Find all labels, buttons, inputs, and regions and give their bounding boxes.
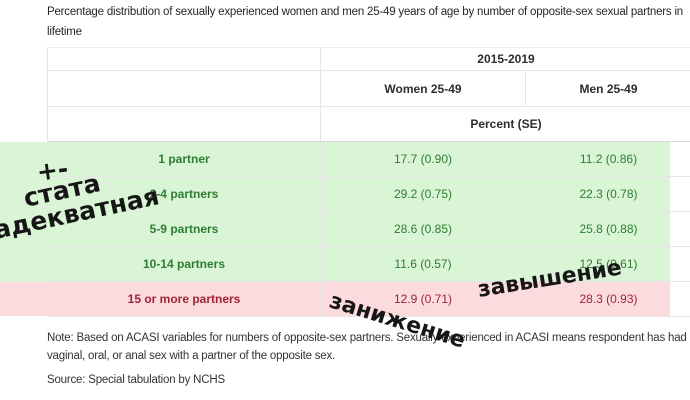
men-value: 22.3 (0.78): [526, 177, 690, 212]
men-value: 11.2 (0.86): [526, 142, 690, 177]
table-unit-header-row: Percent (SE): [48, 107, 690, 142]
stats-table: 2015-2019 Women 25-49 Men 25-49 Percent …: [47, 47, 690, 317]
row-label: 2-4 partners: [48, 177, 321, 212]
men-value: 28.3 (0.93): [526, 282, 690, 317]
page-title: Percentage distribution of sexually expe…: [47, 6, 683, 38]
empty-header-cell: [48, 71, 321, 107]
women-value: 12.9 (0.71): [321, 282, 526, 317]
empty-header-cell: [48, 48, 321, 71]
row-label: 10-14 partners: [48, 247, 321, 282]
women-column-header: Women 25-49: [321, 71, 526, 107]
men-value: 12.5 (0.61): [526, 247, 690, 282]
period-header: 2015-2019: [321, 48, 690, 71]
red-highlight-overlay: [0, 282, 670, 316]
table-row: 5-9 partners 28.6 (0.85) 25.8 (0.88): [48, 212, 690, 247]
table-note: Note: Based on ACASI variables for numbe…: [47, 332, 687, 362]
women-value: 17.7 (0.90): [321, 142, 526, 177]
table-row: 10-14 partners 11.6 (0.57) 12.5 (0.61): [48, 247, 690, 282]
table-column-header-row: Women 25-49 Men 25-49: [48, 71, 690, 107]
row-label: 1 partner: [48, 142, 321, 177]
green-highlight-overlay: [0, 142, 670, 282]
row-label: 5-9 partners: [48, 212, 321, 247]
women-value: 11.6 (0.57): [321, 247, 526, 282]
table-row: 1 partner 17.7 (0.90) 11.2 (0.86): [48, 142, 690, 177]
empty-header-cell: [48, 107, 321, 142]
table-row: 15 or more partners 12.9 (0.71) 28.3 (0.…: [48, 282, 690, 317]
women-value: 29.2 (0.75): [321, 177, 526, 212]
table-row: 2-4 partners 29.2 (0.75) 22.3 (0.78): [48, 177, 690, 212]
table-period-header-row: 2015-2019: [48, 48, 690, 71]
table-source: Source: Special tabulation by NCHS: [47, 374, 225, 386]
women-value: 28.6 (0.85): [321, 212, 526, 247]
row-label: 15 or more partners: [48, 282, 321, 317]
men-value: 25.8 (0.88): [526, 212, 690, 247]
unit-header: Percent (SE): [321, 107, 690, 142]
men-column-header: Men 25-49: [526, 71, 690, 107]
